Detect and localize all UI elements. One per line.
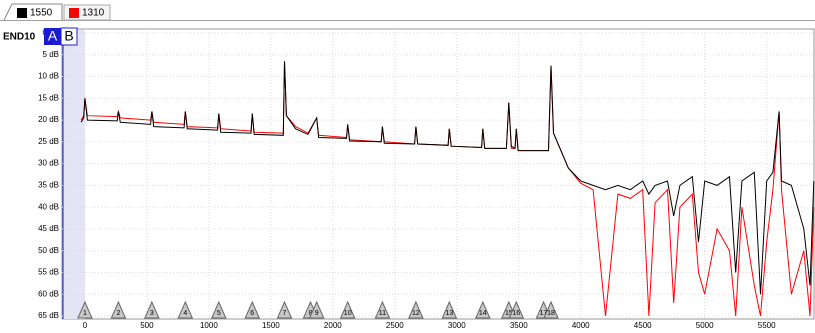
event-marker [244, 300, 261, 319]
y-tick-label: 45 dB [38, 224, 59, 233]
event-label: 12 [412, 310, 420, 317]
x-tick-label: 2000 [324, 321, 342, 330]
event-marker [508, 300, 525, 319]
x-tick-label: 3500 [510, 321, 528, 330]
x-tick-label: 5500 [758, 321, 776, 330]
event-label: 8 [309, 310, 313, 317]
event-label: 13 [445, 310, 453, 317]
x-tick-label: 4500 [634, 321, 652, 330]
x-tick-label: 1000 [200, 321, 218, 330]
trace-1550 [80, 61, 815, 295]
event-label: 11 [379, 310, 386, 317]
x-tick-label: 5000 [696, 321, 714, 330]
y-tick-label: 30 dB [38, 159, 59, 168]
event-marker [211, 300, 227, 319]
event-label: 5 [217, 310, 221, 317]
y-tick-label: 5 dB [43, 50, 59, 59]
cursor-b[interactable] [60, 27, 78, 46]
x-tick-label: 1500 [262, 321, 280, 330]
event-marker [110, 300, 127, 319]
event-marker [308, 300, 325, 319]
y-tick-label: 10 dB [38, 72, 59, 81]
event-marker [408, 300, 424, 319]
event-label: 14 [479, 310, 487, 317]
y-tick-label: 60 dB [38, 289, 59, 298]
event-marker [276, 300, 293, 319]
event-label: 16 [512, 310, 520, 317]
event-marker [77, 300, 93, 319]
y-tick-label: 35 dB [38, 180, 59, 189]
event-label: 17 [540, 310, 548, 317]
event-marker [475, 300, 491, 319]
y-tick-label: 55 dB [38, 268, 59, 277]
event-label: 10 [344, 310, 352, 317]
cursor-zone [63, 30, 85, 319]
event-marker [144, 300, 160, 319]
x-tick-label: 4000 [572, 321, 590, 330]
y-tick-label: 20 dB [38, 115, 59, 124]
event-label: 4 [183, 310, 187, 317]
trace-label: END10 [3, 32, 36, 43]
y-tick-label: 40 dB [38, 202, 59, 211]
event-marker [339, 300, 356, 319]
tab-label[interactable]: 1310 [82, 8, 105, 19]
tab-swatch [69, 8, 79, 18]
y-tick-label: 65 dB [38, 311, 59, 320]
cursor-a[interactable] [44, 28, 61, 45]
x-tick-label: 2500 [386, 321, 404, 330]
event-label: 15 [505, 310, 513, 317]
event-label: 3 [150, 310, 154, 317]
y-tick-label: 50 dB [38, 246, 59, 255]
event-label: 1 [83, 310, 87, 317]
event-marker [374, 300, 391, 319]
event-marker [441, 300, 458, 319]
cursor-b-label[interactable]: B [64, 28, 73, 44]
tab-label[interactable]: 1550 [30, 8, 53, 19]
x-tick-label: 3000 [448, 321, 466, 330]
event-label: 6 [250, 310, 254, 317]
cursor-a-label[interactable]: A [48, 28, 58, 44]
tab-swatch [17, 8, 27, 18]
event-label: 9 [315, 310, 319, 317]
event-label: 2 [116, 310, 120, 317]
y-tick-label: 15 dB [38, 93, 59, 102]
x-tick-label: 0 [83, 321, 88, 330]
x-tick-label: 500 [140, 321, 154, 330]
event-label: 7 [283, 310, 287, 317]
event-marker [543, 300, 559, 319]
event-marker [177, 300, 194, 319]
y-tick-label: 25 dB [38, 137, 59, 146]
event-label: 18 [547, 310, 555, 317]
plot-area [61, 28, 815, 320]
